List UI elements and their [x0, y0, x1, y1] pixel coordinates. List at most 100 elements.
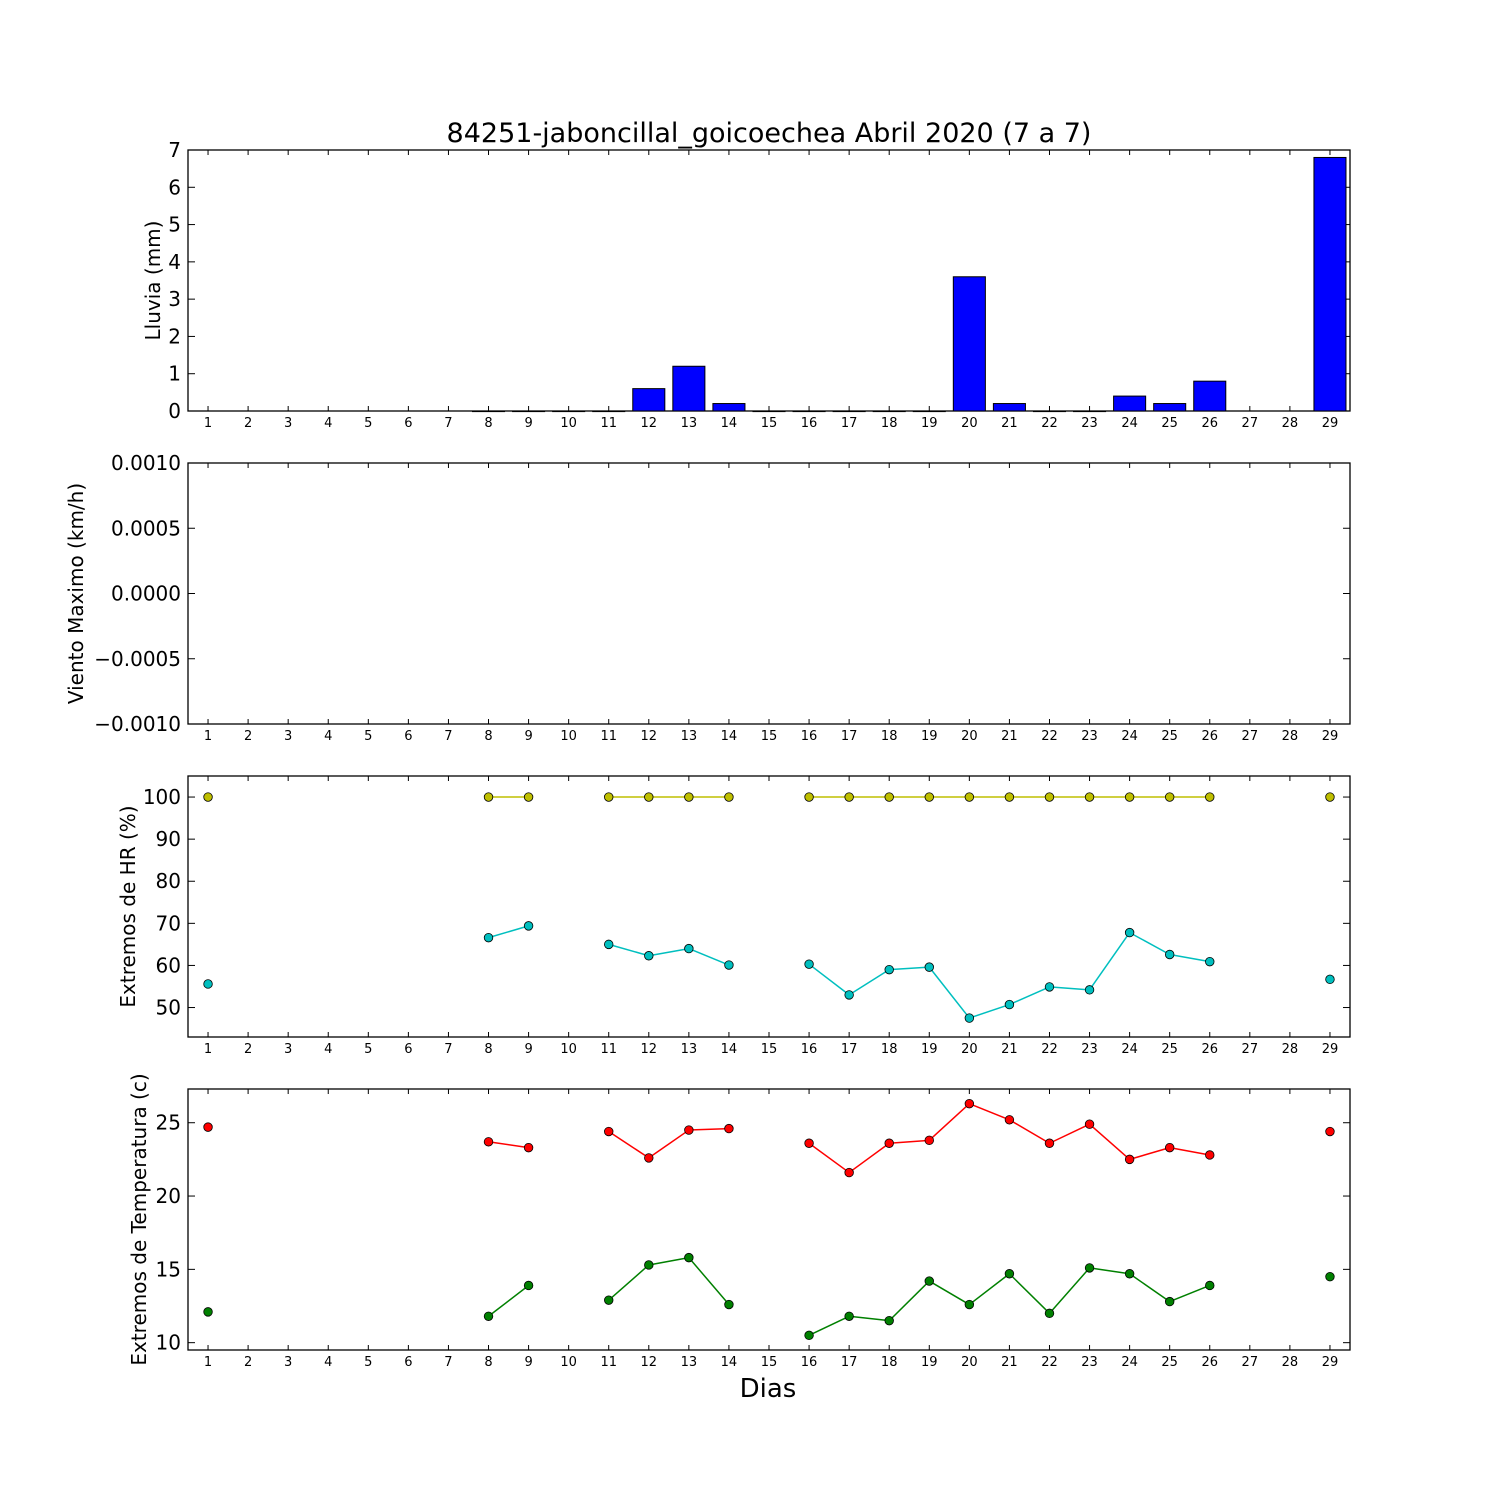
- series-line: [1129, 1146, 1170, 1161]
- data-point: [964, 1098, 975, 1109]
- data-point: [684, 1252, 694, 1263]
- x-tick-label: 25: [1161, 729, 1178, 744]
- x-tick-label: 23: [1081, 416, 1098, 431]
- x-tick-label: 3: [284, 729, 292, 744]
- x-tick-label: 3: [284, 1355, 292, 1370]
- chart-title: 84251-jaboncillal_goicoechea Abril 2020 …: [447, 118, 1092, 149]
- x-tick-label: 13: [681, 1355, 698, 1370]
- data-point: [924, 1135, 934, 1146]
- series-line: [1048, 1267, 1091, 1314]
- data-point: [1164, 949, 1175, 960]
- rain-bar: [712, 403, 746, 412]
- x-tick-label: 15: [761, 1042, 778, 1057]
- series-line: [808, 1315, 850, 1337]
- series-line: [688, 1127, 729, 1131]
- rain-bar: [512, 410, 546, 413]
- x-tick-label: 10: [560, 1355, 577, 1370]
- data-point: [1084, 1119, 1095, 1129]
- x-tick-label: 24: [1121, 1355, 1138, 1370]
- rain-bar: [632, 388, 666, 412]
- x-tick-label: 8: [484, 1042, 492, 1057]
- x-tick-label: 8: [484, 729, 492, 744]
- x-tick-label: 1: [204, 1042, 212, 1057]
- x-tick-label: 1: [204, 1355, 212, 1370]
- y-tick-label: 5: [168, 213, 181, 237]
- rain-bar: [471, 410, 506, 413]
- series-line: [928, 1103, 970, 1141]
- x-tick-label: 6: [404, 729, 412, 744]
- data-point: [483, 1311, 494, 1321]
- series-line: [1049, 986, 1090, 991]
- data-point: [1044, 982, 1055, 992]
- x-tick-label: 6: [404, 416, 412, 431]
- series-line: [648, 1129, 690, 1159]
- x-tick-label: 16: [801, 729, 818, 744]
- panel-frame: [187, 149, 1351, 412]
- data-point: [844, 990, 854, 1000]
- x-tick-label: 4: [324, 416, 332, 431]
- data-point: [924, 792, 934, 802]
- series-line: [848, 969, 890, 996]
- x-tick-label: 7: [444, 729, 452, 744]
- y-tick-label: 90: [156, 827, 181, 851]
- x-tick-label: 2: [244, 416, 252, 431]
- data-point: [1084, 985, 1095, 995]
- data-point: [1325, 1126, 1335, 1137]
- series-line: [889, 966, 930, 971]
- series-line: [1169, 953, 1210, 963]
- data-point: [964, 1299, 975, 1310]
- data-point: [684, 792, 694, 802]
- x-tick-label: 22: [1041, 729, 1058, 744]
- data-point: [884, 1138, 894, 1148]
- x-tick-label: 13: [681, 416, 698, 431]
- x-tick-label: 18: [881, 416, 898, 431]
- y-tick-label: 15: [156, 1257, 181, 1281]
- rain-bar: [1073, 410, 1107, 413]
- rain-bar: [792, 410, 826, 413]
- series-line: [608, 1264, 650, 1301]
- data-point: [604, 939, 614, 950]
- x-tick-label: 22: [1041, 416, 1058, 431]
- data-point: [523, 792, 534, 802]
- x-tick-label: 28: [1282, 1355, 1299, 1370]
- series-line: [1089, 1123, 1131, 1160]
- x-tick-label: 21: [1001, 1042, 1018, 1057]
- x-tick-label: 16: [801, 1042, 818, 1057]
- x-tick-label: 5: [364, 1355, 372, 1370]
- y-tick-label: 1: [168, 362, 181, 386]
- x-tick-label: 9: [524, 729, 532, 744]
- x-tick-label: 12: [641, 1355, 658, 1370]
- y-tick-label: 4: [168, 250, 181, 274]
- x-tick-label: 15: [761, 1355, 778, 1370]
- series-line: [968, 1273, 1010, 1306]
- x-tick-label: 28: [1282, 416, 1299, 431]
- data-point: [1124, 792, 1135, 802]
- series-line: [488, 1284, 530, 1317]
- x-axis-label: Dias: [740, 1374, 797, 1404]
- x-tick-label: 5: [364, 416, 372, 431]
- y-tick-label: 25: [156, 1111, 181, 1135]
- x-tick-label: 26: [1201, 1042, 1218, 1057]
- x-tick-label: 8: [484, 416, 492, 431]
- x-tick-label: 9: [524, 416, 532, 431]
- panel-frame: [187, 775, 1351, 1038]
- x-tick-label: 17: [841, 1355, 858, 1370]
- data-point: [804, 792, 814, 802]
- series-line: [1088, 932, 1131, 991]
- rain-bar: [872, 410, 906, 413]
- x-tick-label: 1: [204, 416, 212, 431]
- x-tick-label: 12: [641, 729, 658, 744]
- data-point: [964, 1013, 975, 1023]
- series-line: [889, 1139, 930, 1145]
- rain-bar: [992, 403, 1026, 412]
- x-tick-label: 2: [244, 1042, 252, 1057]
- x-tick-label: 20: [961, 416, 978, 431]
- x-tick-label: 3: [284, 1042, 292, 1057]
- x-tick-label: 7: [444, 416, 452, 431]
- x-tick-label: 14: [721, 729, 738, 744]
- x-tick-label: 2: [244, 1355, 252, 1370]
- y-tick-label: 100: [143, 785, 181, 809]
- data-point: [1044, 792, 1055, 802]
- x-tick-label: 20: [961, 729, 978, 744]
